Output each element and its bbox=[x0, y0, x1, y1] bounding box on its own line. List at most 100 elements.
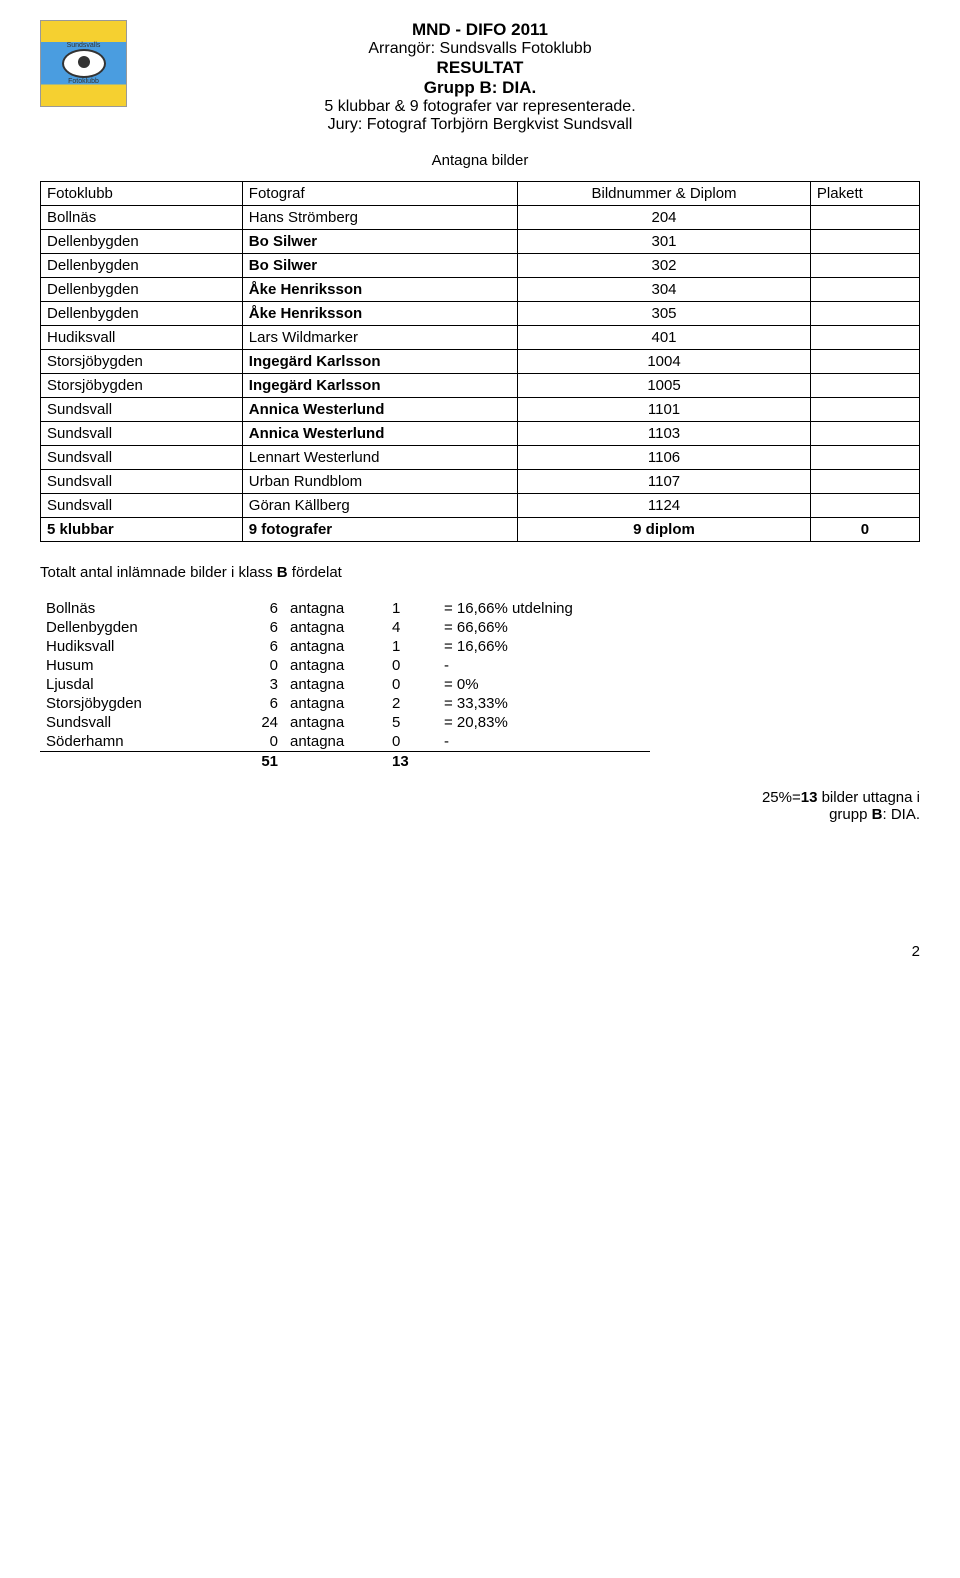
summary-plakett: 0 bbox=[810, 518, 919, 542]
cell-plakett bbox=[810, 422, 919, 446]
document-header: Sundsvalls Fotoklubb MND - DIFO 2011 Arr… bbox=[40, 20, 920, 134]
dist-club: Sundsvall bbox=[40, 713, 232, 732]
dist-pct: = 0% bbox=[438, 675, 650, 694]
summary-photogs: 9 fotografer bbox=[242, 518, 517, 542]
cell-club: Hudiksvall bbox=[41, 326, 243, 350]
th-fotoklubb: Fotoklubb bbox=[41, 182, 243, 206]
dist-row: Söderhamn0antagna0- bbox=[40, 732, 650, 752]
dist-row: Sundsvall24antagna5= 20,83% bbox=[40, 713, 650, 732]
dist-pct: = 20,83% bbox=[438, 713, 650, 732]
cell-number: 1106 bbox=[518, 446, 811, 470]
cell-club: Sundsvall bbox=[41, 422, 243, 446]
cell-number: 401 bbox=[518, 326, 811, 350]
cell-plakett bbox=[810, 374, 919, 398]
dist-antagna-label: antagna bbox=[284, 637, 386, 656]
dist-club: Husum bbox=[40, 656, 232, 675]
th-fotograf: Fotograf bbox=[242, 182, 517, 206]
dist-accepted: 0 bbox=[386, 732, 438, 752]
cell-number: 1124 bbox=[518, 494, 811, 518]
cell-plakett bbox=[810, 254, 919, 278]
table-row: SundsvallGöran Källberg1124 bbox=[41, 494, 920, 518]
table-row: StorsjöbygdenIngegärd Karlsson1005 bbox=[41, 374, 920, 398]
cell-plakett bbox=[810, 278, 919, 302]
doc-result-label: RESULTAT bbox=[40, 58, 920, 78]
dist-antagna-label: antagna bbox=[284, 713, 386, 732]
footer-l2-prefix: grupp bbox=[829, 806, 872, 823]
dist-row: Dellenbygden6antagna4= 66,66% bbox=[40, 618, 650, 637]
dist-antagna-label: antagna bbox=[284, 732, 386, 752]
doc-subline: 5 klubbar & 9 fotografer var representer… bbox=[40, 98, 920, 116]
cell-number: 1004 bbox=[518, 350, 811, 374]
cell-club: Sundsvall bbox=[41, 398, 243, 422]
cell-plakett bbox=[810, 470, 919, 494]
dist-club: Hudiksvall bbox=[40, 637, 232, 656]
cell-plakett bbox=[810, 206, 919, 230]
cell-number: 1107 bbox=[518, 470, 811, 494]
cell-photographer: Annica Westerlund bbox=[242, 398, 517, 422]
cell-photographer: Åke Henriksson bbox=[242, 278, 517, 302]
cell-plakett bbox=[810, 350, 919, 374]
dist-antagna-label: antagna bbox=[284, 599, 386, 618]
dist-row: Husum0antagna0- bbox=[40, 656, 650, 675]
table-row: DellenbygdenÅke Henriksson304 bbox=[41, 278, 920, 302]
table-row: StorsjöbygdenIngegärd Karlsson1004 bbox=[41, 350, 920, 374]
dist-row: Bollnäs6antagna1= 16,66% utdelning bbox=[40, 599, 650, 618]
cell-plakett bbox=[810, 398, 919, 422]
dist-total: 6 bbox=[232, 618, 284, 637]
doc-organizer: Arrangör: Sundsvalls Fotoklubb bbox=[40, 40, 920, 58]
dist-pct: = 16,66% bbox=[438, 637, 650, 656]
dist-accepted: 1 bbox=[386, 599, 438, 618]
table-row: SundsvallAnnica Westerlund1101 bbox=[41, 398, 920, 422]
table-row: DellenbygdenBo Silwer302 bbox=[41, 254, 920, 278]
cell-photographer: Lennart Westerlund bbox=[242, 446, 517, 470]
cell-photographer: Bo Silwer bbox=[242, 230, 517, 254]
dist-accepted: 0 bbox=[386, 675, 438, 694]
table-caption: Antagna bilder bbox=[40, 152, 920, 169]
cell-club: Dellenbygden bbox=[41, 278, 243, 302]
cell-number: 1101 bbox=[518, 398, 811, 422]
cell-photographer: Hans Strömberg bbox=[242, 206, 517, 230]
cell-plakett bbox=[810, 494, 919, 518]
cell-club: Sundsvall bbox=[41, 494, 243, 518]
cell-number: 304 bbox=[518, 278, 811, 302]
summary-diplom: 9 diplom bbox=[518, 518, 811, 542]
dist-accepted: 1 bbox=[386, 637, 438, 656]
cell-photographer: Ingegärd Karlsson bbox=[242, 374, 517, 398]
th-plakett: Plakett bbox=[810, 182, 919, 206]
dist-total: 0 bbox=[232, 732, 284, 752]
footer-l2-suffix: : DIA. bbox=[882, 806, 920, 823]
table-row: SundsvallLennart Westerlund1106 bbox=[41, 446, 920, 470]
cell-plakett bbox=[810, 302, 919, 326]
cell-photographer: Åke Henriksson bbox=[242, 302, 517, 326]
dist-total: 3 bbox=[232, 675, 284, 694]
cell-club: Sundsvall bbox=[41, 470, 243, 494]
dist-row: Hudiksvall6antagna1= 16,66% bbox=[40, 637, 650, 656]
dist-antagna-label: antagna bbox=[284, 656, 386, 675]
dist-accepted: 2 bbox=[386, 694, 438, 713]
cell-plakett bbox=[810, 446, 919, 470]
cell-club: Bollnäs bbox=[41, 206, 243, 230]
cell-number: 1005 bbox=[518, 374, 811, 398]
cell-number: 302 bbox=[518, 254, 811, 278]
table-header-row: Fotoklubb Fotograf Bildnummer & Diplom P… bbox=[41, 182, 920, 206]
results-table: Fotoklubb Fotograf Bildnummer & Diplom P… bbox=[40, 181, 920, 542]
cell-photographer: Lars Wildmarker bbox=[242, 326, 517, 350]
summary-row: 5 klubbar 9 fotografer 9 diplom 0 bbox=[41, 518, 920, 542]
cell-club: Storsjöbygden bbox=[41, 350, 243, 374]
cell-club: Sundsvall bbox=[41, 446, 243, 470]
dist-club: Dellenbygden bbox=[40, 618, 232, 637]
dist-antagna-label: antagna bbox=[284, 694, 386, 713]
page-number: 2 bbox=[40, 943, 920, 960]
dist-total-sum: 51 bbox=[232, 752, 284, 772]
dist-pct: - bbox=[438, 732, 650, 752]
footer-l1-prefix: 25%= bbox=[762, 789, 801, 806]
footer-note: 25%=13 bilder uttagna i grupp B: DIA. bbox=[40, 789, 920, 823]
distribution-table: Bollnäs6antagna1= 16,66% utdelningDellen… bbox=[40, 599, 650, 771]
dist-total: 6 bbox=[232, 599, 284, 618]
dist-row: Storsjöbygden6antagna2= 33,33% bbox=[40, 694, 650, 713]
cell-photographer: Bo Silwer bbox=[242, 254, 517, 278]
cell-photographer: Ingegärd Karlsson bbox=[242, 350, 517, 374]
dist-club: Storsjöbygden bbox=[40, 694, 232, 713]
footer-l2-bold: B bbox=[872, 806, 883, 823]
dist-total: 0 bbox=[232, 656, 284, 675]
